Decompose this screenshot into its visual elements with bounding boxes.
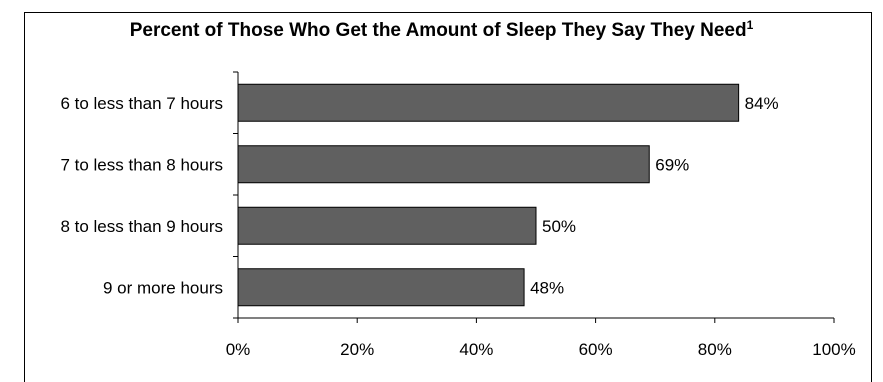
chart-title: Percent of Those Who Get the Amount of S…	[0, 18, 883, 42]
x-tick-label-0: 0%	[226, 340, 251, 359]
x-tick-label-2: 40%	[459, 340, 493, 359]
bar-2	[237, 145, 650, 184]
value-label-1: 84%	[745, 94, 779, 113]
value-label-3: 50%	[542, 217, 576, 236]
x-tick-label-3: 60%	[579, 340, 613, 359]
category-label-2: 7 to less than 8 hours	[60, 155, 223, 174]
x-tick-label-4: 80%	[698, 340, 732, 359]
category-label-1: 6 to less than 7 hours	[60, 94, 223, 113]
value-label-4: 48%	[530, 278, 564, 297]
x-tick-label-1: 20%	[340, 340, 374, 359]
category-label-3: 8 to less than 9 hours	[60, 217, 223, 236]
category-label-4: 9 or more hours	[103, 278, 223, 297]
bar-3	[237, 206, 537, 245]
x-tick-label-5: 100%	[812, 340, 855, 359]
value-label-2: 69%	[655, 155, 689, 174]
bar-chart: 6 to less than 7 hours 84% 7 to less than …	[60, 71, 856, 359]
chart-frame	[24, 12, 872, 382]
chart-title-text: Percent of Those Who Get the Amount of S…	[129, 20, 747, 41]
bar-4	[237, 268, 525, 307]
title-footnote-marker: 1	[746, 18, 754, 32]
bar-1	[237, 83, 740, 122]
